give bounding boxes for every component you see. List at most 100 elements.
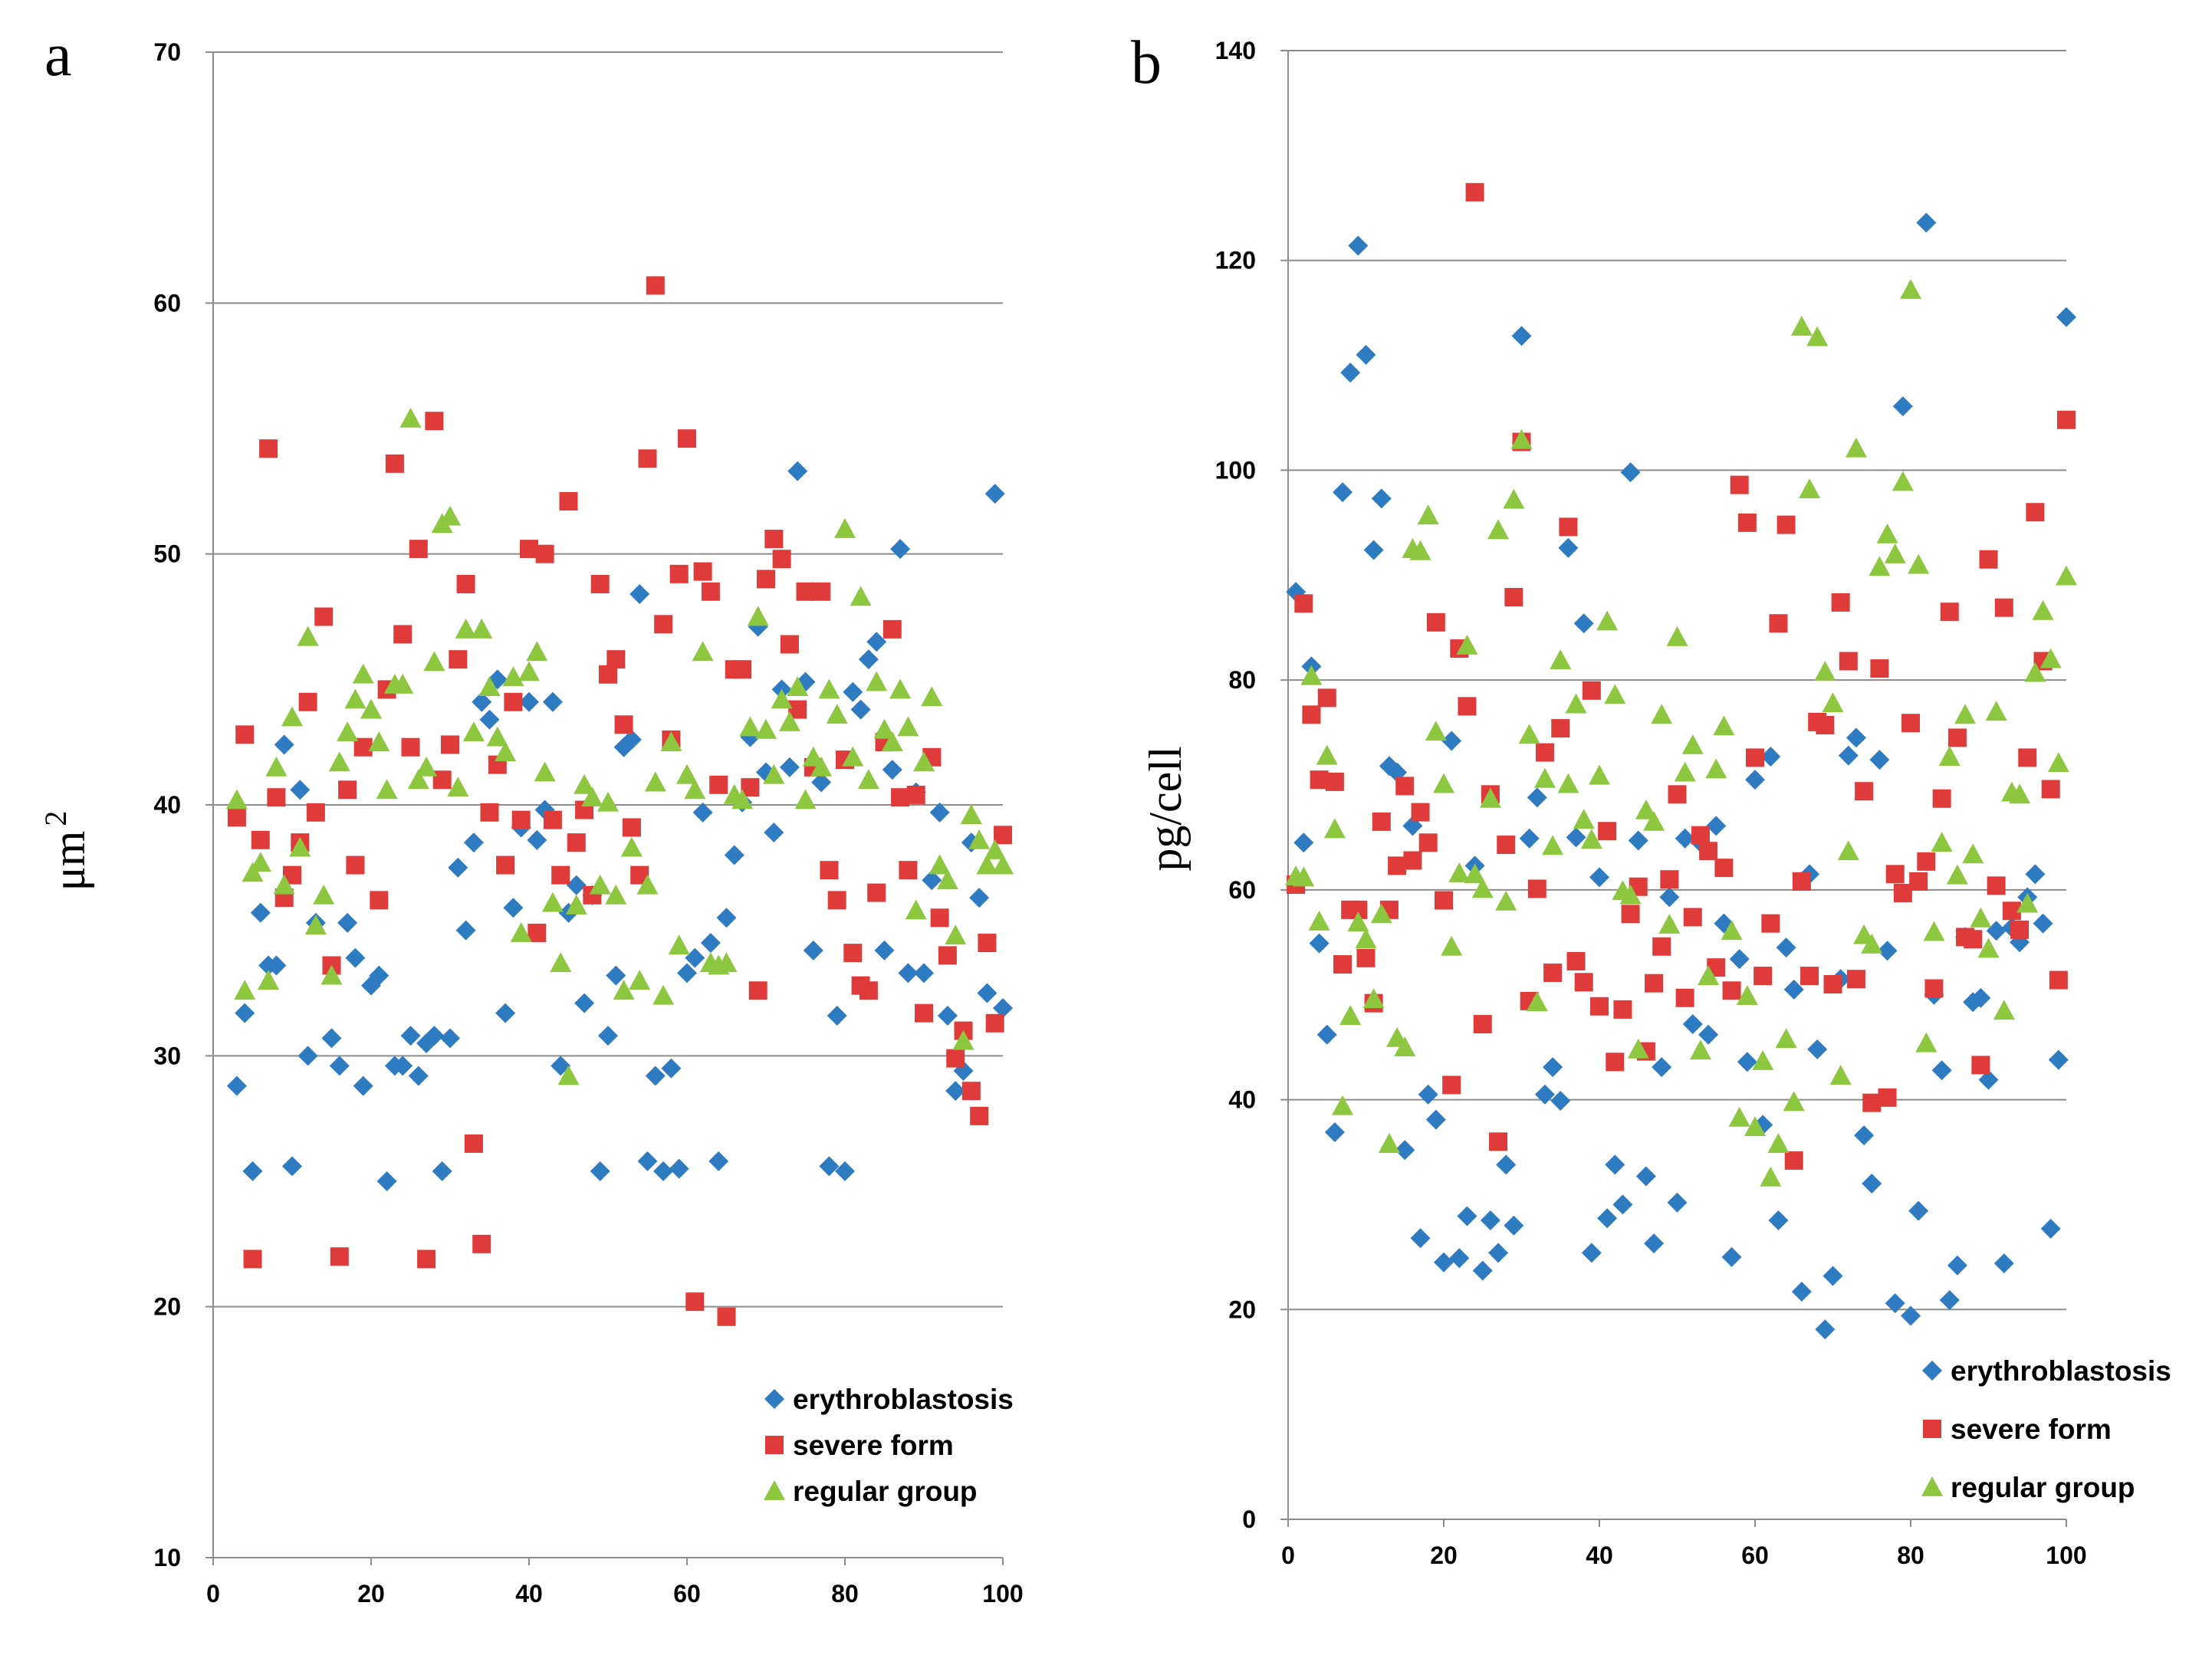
panel-b-point-severe-form: [1551, 719, 1570, 738]
panel-a-point-erythroblastosis: [242, 1161, 263, 1181]
panel-a-point-regular-group: [439, 505, 461, 526]
panel-a-y-tick-label: 50: [153, 540, 181, 568]
panel-a-point-severe-form: [622, 818, 641, 837]
panel-a-point-regular-group: [423, 651, 445, 672]
panel-a-point-regular-group: [337, 721, 359, 741]
panel-b-point-severe-form: [1683, 908, 1702, 927]
panel-b-point-erythroblastosis: [1605, 1154, 1625, 1175]
panel-b-legend-label-regular-group: regular group: [1951, 1472, 2135, 1503]
panel-b-point-erythroblastosis: [1371, 488, 1392, 509]
panel-b-point-regular-group: [1479, 787, 1501, 808]
panel-a-point-regular-group: [778, 711, 800, 731]
panel-a-y-tick-label: 30: [153, 1042, 181, 1069]
panel-b-point-erythroblastosis: [1667, 1192, 1688, 1213]
panel-b-point-regular-group: [1658, 914, 1681, 934]
panel-a-y-tick-label: 70: [153, 38, 181, 66]
panel-b-point-erythroblastosis: [1340, 363, 1361, 383]
panel-a-point-erythroblastosis: [226, 1075, 247, 1096]
panel-a-point-regular-group: [352, 663, 374, 684]
panel-a-point-regular-group: [249, 852, 271, 872]
panel-b-point-regular-group: [1347, 911, 1369, 932]
panel-a-point-regular-group: [407, 769, 429, 790]
panel-a-point-regular-group: [652, 984, 675, 1005]
panel-b-point-regular-group: [1869, 556, 1891, 576]
panel-a-point-regular-group: [684, 779, 706, 800]
panel-a-point-severe-form: [812, 582, 831, 601]
panel-b-series-regular-group: [1285, 279, 2077, 1187]
panel-b-point-regular-group: [2056, 565, 2077, 586]
panel-a-point-erythroblastosis: [393, 1056, 413, 1076]
panel-a-point-severe-form: [985, 1013, 1004, 1033]
panel-a-point-erythroblastosis: [685, 947, 705, 968]
panel-a-point-regular-group: [771, 688, 793, 709]
panel-a-point-severe-form: [733, 660, 752, 679]
panel-a-point-erythroblastosis: [337, 912, 358, 933]
panel-b-point-erythroblastosis: [1986, 921, 2007, 941]
panel-b-point-severe-form: [1668, 785, 1687, 804]
panel-b-point-regular-group: [1698, 965, 1720, 985]
panel-a-point-severe-form: [370, 891, 389, 910]
panel-a-point-regular-group: [660, 731, 682, 752]
panel-b-point-regular-group: [1900, 279, 1921, 299]
panel-b-point-severe-form: [1582, 681, 1601, 700]
panel-b-point-erythroblastosis: [1543, 1057, 1563, 1078]
panel-a-point-regular-group: [534, 761, 556, 782]
panel-b-point-regular-group: [1448, 862, 1471, 882]
panel-a-point-erythroblastosis: [866, 632, 887, 652]
panel-b-point-erythroblastosis: [1348, 235, 1369, 256]
panel-a-point-regular-group: [850, 586, 872, 606]
panel-a-point-severe-form: [559, 491, 578, 511]
panel-b-point-erythroblastosis: [1457, 1206, 1477, 1226]
panel-b-point-regular-group: [1736, 985, 1758, 1005]
panel-b-point-regular-group: [1589, 764, 1610, 785]
panel-b-point-regular-group: [1362, 988, 1385, 1009]
panel-b-point-erythroblastosis: [1892, 396, 1913, 416]
panel-b-point-regular-group: [1339, 1005, 1362, 1025]
panel-b-point-severe-form: [1839, 652, 1858, 671]
panel-b-point-erythroblastosis: [1768, 1210, 1789, 1230]
panel-a-point-severe-form: [409, 540, 428, 559]
panel-a-point-erythroblastosis: [353, 1075, 373, 1096]
panel-b-point-regular-group: [1619, 884, 1642, 905]
panel-a-y-tick-label: 40: [153, 791, 181, 819]
panel-a-point-regular-group: [834, 517, 856, 538]
panel-a-point-erythroblastosis: [803, 940, 823, 960]
panel-a-point-erythroblastosis: [479, 709, 500, 730]
panel-a-point-severe-form: [385, 454, 404, 473]
panel-b-point-severe-form: [1737, 513, 1757, 532]
panel-a-point-regular-group: [462, 721, 485, 741]
panel-b-point-severe-form: [1621, 905, 1640, 924]
panel-b-point-severe-form: [1846, 970, 1865, 989]
panel-b-series-severe-form: [1287, 182, 2076, 1170]
panel-b-point-regular-group: [1829, 1065, 1852, 1085]
panel-b-point-regular-group: [2009, 783, 2031, 804]
panel-b-point-severe-form: [1426, 612, 1445, 632]
panel-a-point-regular-group: [526, 641, 548, 662]
panel-b-x-tick-label: 40: [1586, 1542, 1613, 1569]
panel-b-point-erythroblastosis: [1550, 1090, 1571, 1111]
panel-b-point-severe-form: [1418, 833, 1438, 852]
panel-b-point-severe-form: [1527, 879, 1546, 898]
panel-a-point-regular-group: [889, 678, 912, 699]
panel-a-point-severe-form: [298, 692, 317, 711]
panel-b-point-erythroblastosis: [1425, 1109, 1446, 1130]
panel-a-point-severe-form: [978, 934, 997, 953]
panel-b-point-regular-group: [1814, 661, 1836, 681]
panel-a-point-regular-group: [842, 746, 864, 767]
panel-a-y-tick-label: 10: [153, 1544, 181, 1571]
panel-b-point-erythroblastosis: [2056, 307, 2076, 327]
panel-b-point-regular-group: [1471, 878, 1494, 898]
panel-a-point-regular-group: [976, 854, 998, 875]
panel-b-point-regular-group: [1573, 809, 1595, 829]
panel-a-point-regular-group: [810, 756, 833, 777]
panel-a-point-severe-form: [480, 803, 499, 822]
panel-a-point-severe-form: [678, 429, 696, 448]
panel-b-point-regular-group: [2039, 648, 2062, 668]
panel-a-point-erythroblastosis: [566, 875, 587, 895]
panel-a-point-erythroblastosis: [621, 729, 642, 750]
panel-b-point-regular-group: [1775, 1028, 1797, 1049]
panel-a-point-regular-group: [234, 980, 256, 1000]
panel-a-point-regular-group: [952, 1029, 975, 1050]
panel-b-point-erythroblastosis: [1395, 1140, 1415, 1161]
